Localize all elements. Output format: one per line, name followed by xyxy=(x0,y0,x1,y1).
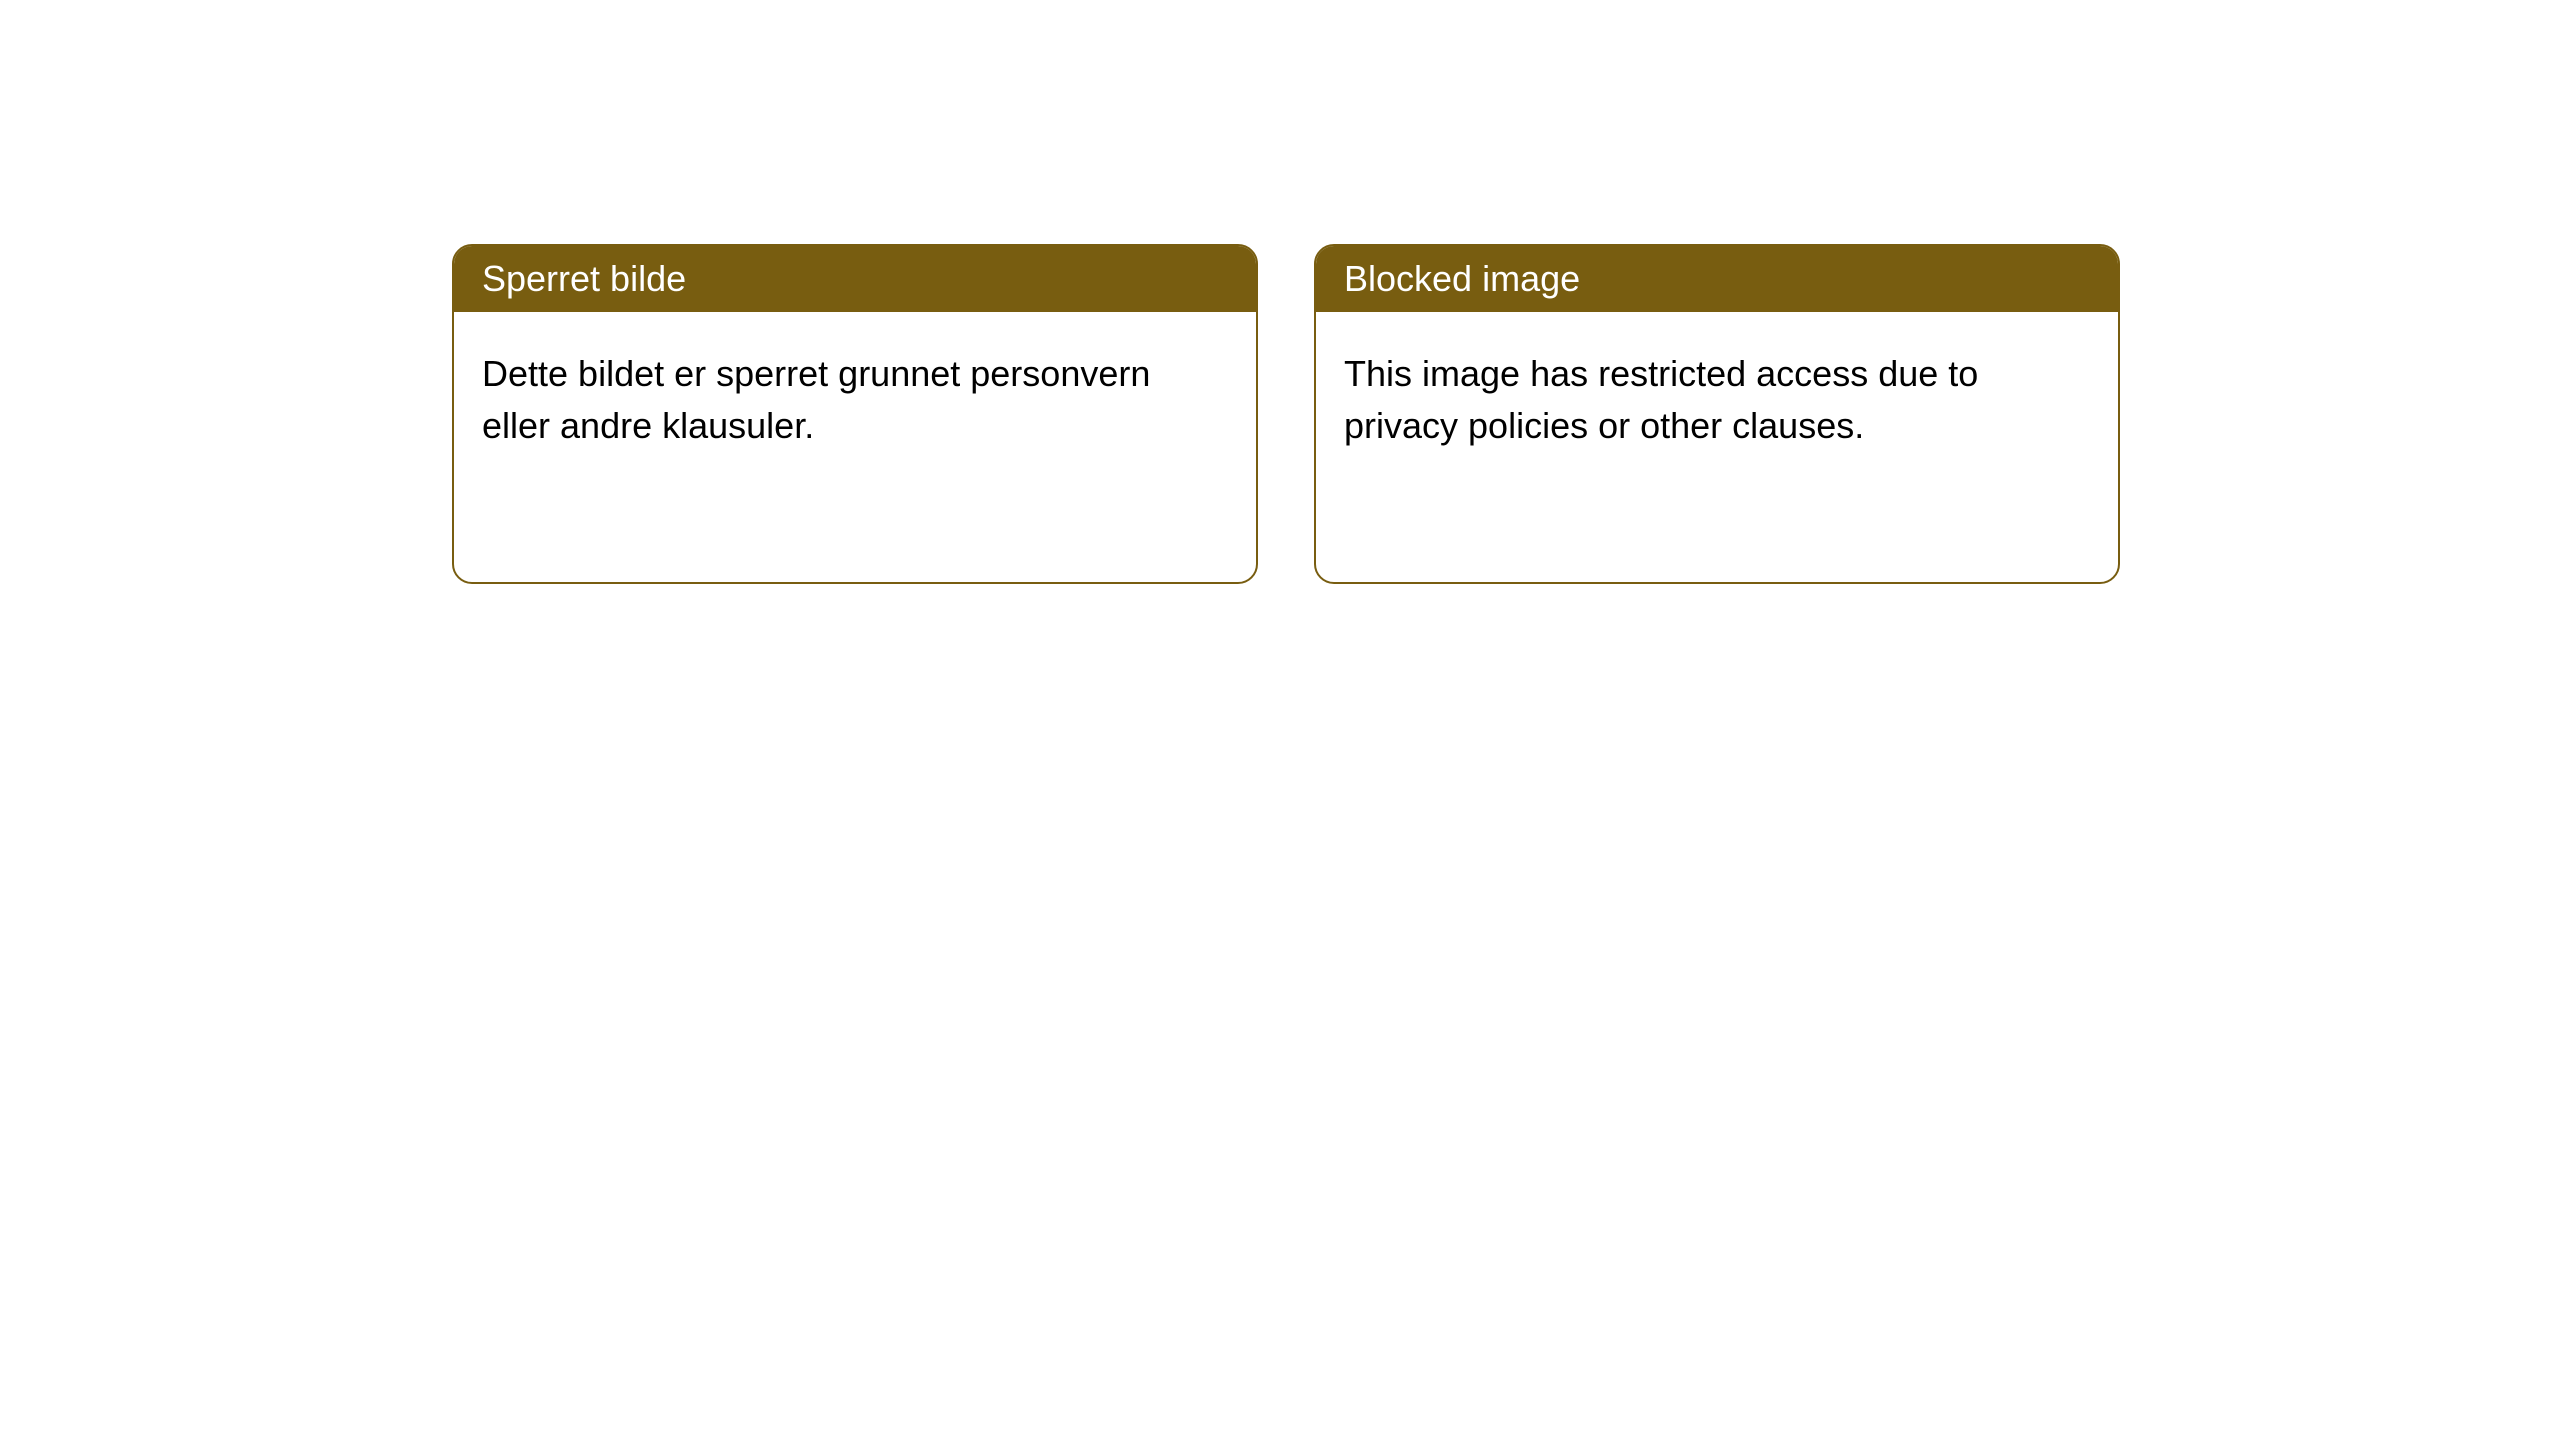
notice-container: Sperret bilde Dette bildet er sperret gr… xyxy=(0,0,2560,584)
notice-card-english: Blocked image This image has restricted … xyxy=(1314,244,2120,584)
notice-title: Blocked image xyxy=(1344,258,1580,299)
notice-title: Sperret bilde xyxy=(482,258,686,299)
notice-card-body: This image has restricted access due to … xyxy=(1316,312,2118,582)
notice-card-header: Blocked image xyxy=(1316,246,2118,312)
notice-body-text: Dette bildet er sperret grunnet personve… xyxy=(482,353,1150,446)
notice-card-header: Sperret bilde xyxy=(454,246,1256,312)
notice-card-norwegian: Sperret bilde Dette bildet er sperret gr… xyxy=(452,244,1258,584)
notice-body-text: This image has restricted access due to … xyxy=(1344,353,1978,446)
notice-card-body: Dette bildet er sperret grunnet personve… xyxy=(454,312,1256,582)
